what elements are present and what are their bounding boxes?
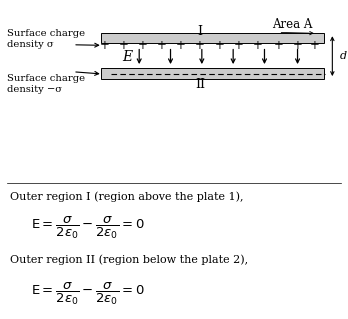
- Text: +: +: [119, 39, 128, 52]
- Text: Area A: Area A: [272, 19, 313, 32]
- Text: +: +: [157, 39, 167, 52]
- Text: +: +: [138, 39, 148, 52]
- Text: +: +: [310, 39, 320, 52]
- Text: +: +: [176, 39, 186, 52]
- Text: d: d: [339, 51, 346, 61]
- Text: Surface charge
density σ: Surface charge density σ: [7, 29, 85, 48]
- Text: $\mathrm{E} = \dfrac{\sigma}{2\varepsilon_0} - \dfrac{\sigma}{2\varepsilon_0} = : $\mathrm{E} = \dfrac{\sigma}{2\varepsilo…: [31, 281, 145, 307]
- Bar: [101, 69, 324, 79]
- Text: Surface charge
density −σ: Surface charge density −σ: [7, 74, 85, 94]
- Text: II: II: [195, 78, 205, 91]
- Bar: [101, 33, 324, 43]
- Text: +: +: [274, 39, 283, 52]
- Text: Outer region I (region above the plate 1),: Outer region I (region above the plate 1…: [10, 192, 244, 202]
- Text: E: E: [122, 50, 132, 64]
- Text: +: +: [100, 39, 109, 52]
- Text: +: +: [214, 39, 224, 52]
- Text: +: +: [234, 39, 243, 52]
- Text: +: +: [195, 39, 205, 52]
- Text: Outer region II (region below the plate 2),: Outer region II (region below the plate …: [10, 255, 248, 265]
- Text: +: +: [253, 39, 262, 52]
- Text: I: I: [198, 25, 203, 38]
- Text: $\mathrm{E} = \dfrac{\sigma}{2\varepsilon_0} - \dfrac{\sigma}{2\varepsilon_0} = : $\mathrm{E} = \dfrac{\sigma}{2\varepsilo…: [31, 215, 145, 241]
- Text: +: +: [293, 39, 302, 52]
